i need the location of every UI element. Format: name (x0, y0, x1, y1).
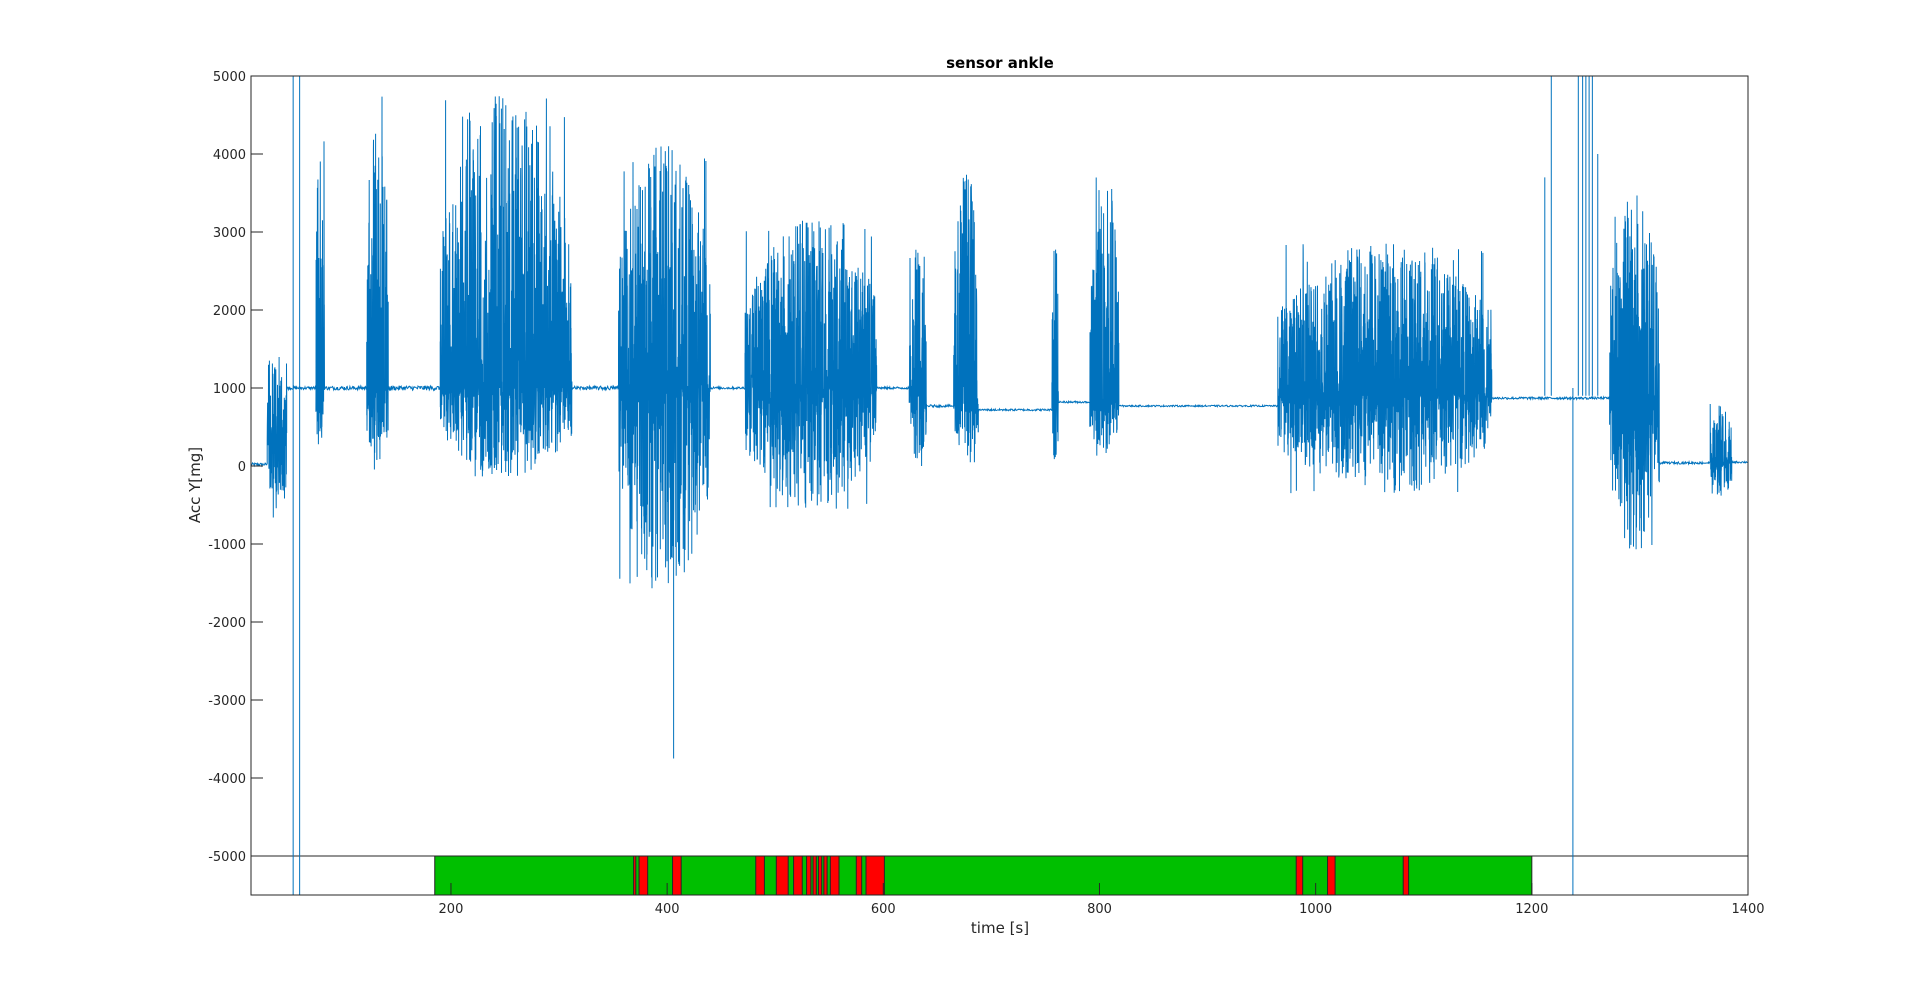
band-red-block (1295, 855, 1304, 896)
band-red-block (823, 855, 828, 896)
chart-title: sensor ankle (946, 54, 1054, 72)
band-red-block (806, 855, 812, 896)
y-tick-label: 4000 (213, 148, 246, 163)
y-axis-label: Acc Y[mg] (186, 447, 204, 523)
x-tick-label: 1200 (1515, 902, 1548, 917)
activity-band (251, 855, 1748, 896)
y-tick-label: -5000 (208, 850, 246, 865)
x-tick-label: 200 (439, 902, 464, 917)
band-red-block (829, 855, 840, 896)
x-tick-label: 400 (655, 902, 680, 917)
band-red-block (1402, 855, 1410, 896)
band-red-block (672, 855, 682, 896)
x-axis-label: time [s] (971, 919, 1029, 937)
y-tick-label: 5000 (213, 70, 246, 85)
band-red-block (1327, 855, 1336, 896)
band-red-block (633, 855, 637, 896)
band-red-block (855, 855, 863, 896)
band-red-block (775, 855, 789, 896)
band-green-span (434, 855, 1533, 896)
band-red-block (638, 855, 649, 896)
x-tick-label: 1400 (1731, 902, 1764, 917)
x-tick-label: 600 (871, 902, 896, 917)
band-red-block (755, 855, 765, 896)
band-red-block (793, 855, 803, 896)
band-red-block (812, 855, 817, 896)
signal-spikes (292, 76, 1631, 895)
y-axis: 5000 4000 3000 2000 1000 0 -1000 -2000 -3000 -400… (208, 70, 263, 865)
band-red-block (817, 855, 823, 896)
y-tick-label: 2000 (213, 304, 246, 319)
axes-box (250, 75, 1749, 896)
acc-y-signal-line (250, 96, 1749, 589)
y-tick-label: 1000 (213, 382, 246, 397)
y-tick-label: -2000 (208, 616, 246, 631)
plot-area (250, 76, 1749, 895)
y-tick-label: -4000 (208, 772, 246, 787)
y-tick-label: -3000 (208, 694, 246, 709)
x-tick-label: 800 (1087, 902, 1112, 917)
y-tick-label: 0 (238, 460, 246, 475)
band-red-block (865, 855, 885, 896)
y-tick-label: 3000 (213, 226, 246, 241)
x-axis: 200 400 600 800 1000 1200 1400 (439, 883, 1765, 917)
x-tick-label: 1000 (1299, 902, 1332, 917)
y-tick-label: -1000 (208, 538, 246, 553)
